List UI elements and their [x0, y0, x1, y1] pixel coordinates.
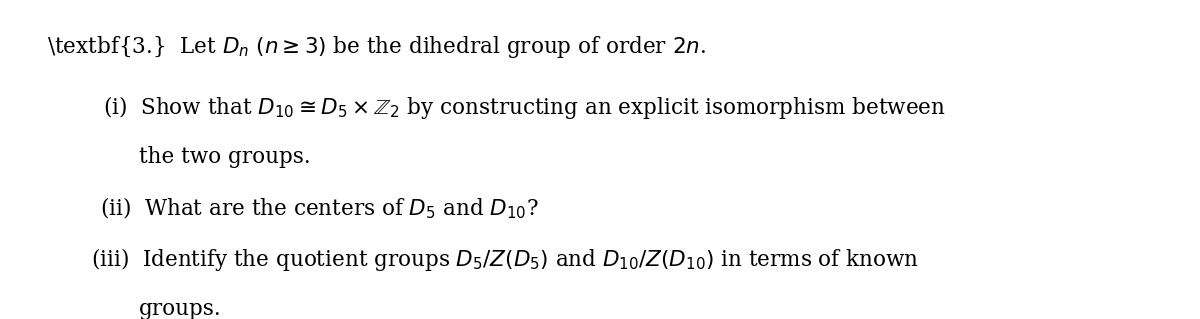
Text: (ii)  What are the centers of $D_5$ and $D_{10}$?: (ii) What are the centers of $D_5$ and $… [100, 196, 538, 221]
Text: \textbf{3.}  Let $D_n$ $(n \geq 3)$ be the dihedral group of order $2n$.: \textbf{3.} Let $D_n$ $(n \geq 3)$ be th… [47, 34, 706, 60]
Text: the two groups.: the two groups. [139, 145, 311, 167]
Text: (i)  Show that $D_{10} \cong D_5 \times \mathbb{Z}_2$ by constructing an explici: (i) Show that $D_{10} \cong D_5 \times \… [103, 94, 946, 121]
Text: (iii)  Identify the quotient groups $D_5/Z(D_5)$ and $D_{10}/Z(D_{10})$ in terms: (iii) Identify the quotient groups $D_5/… [91, 246, 919, 273]
Text: groups.: groups. [139, 298, 222, 319]
